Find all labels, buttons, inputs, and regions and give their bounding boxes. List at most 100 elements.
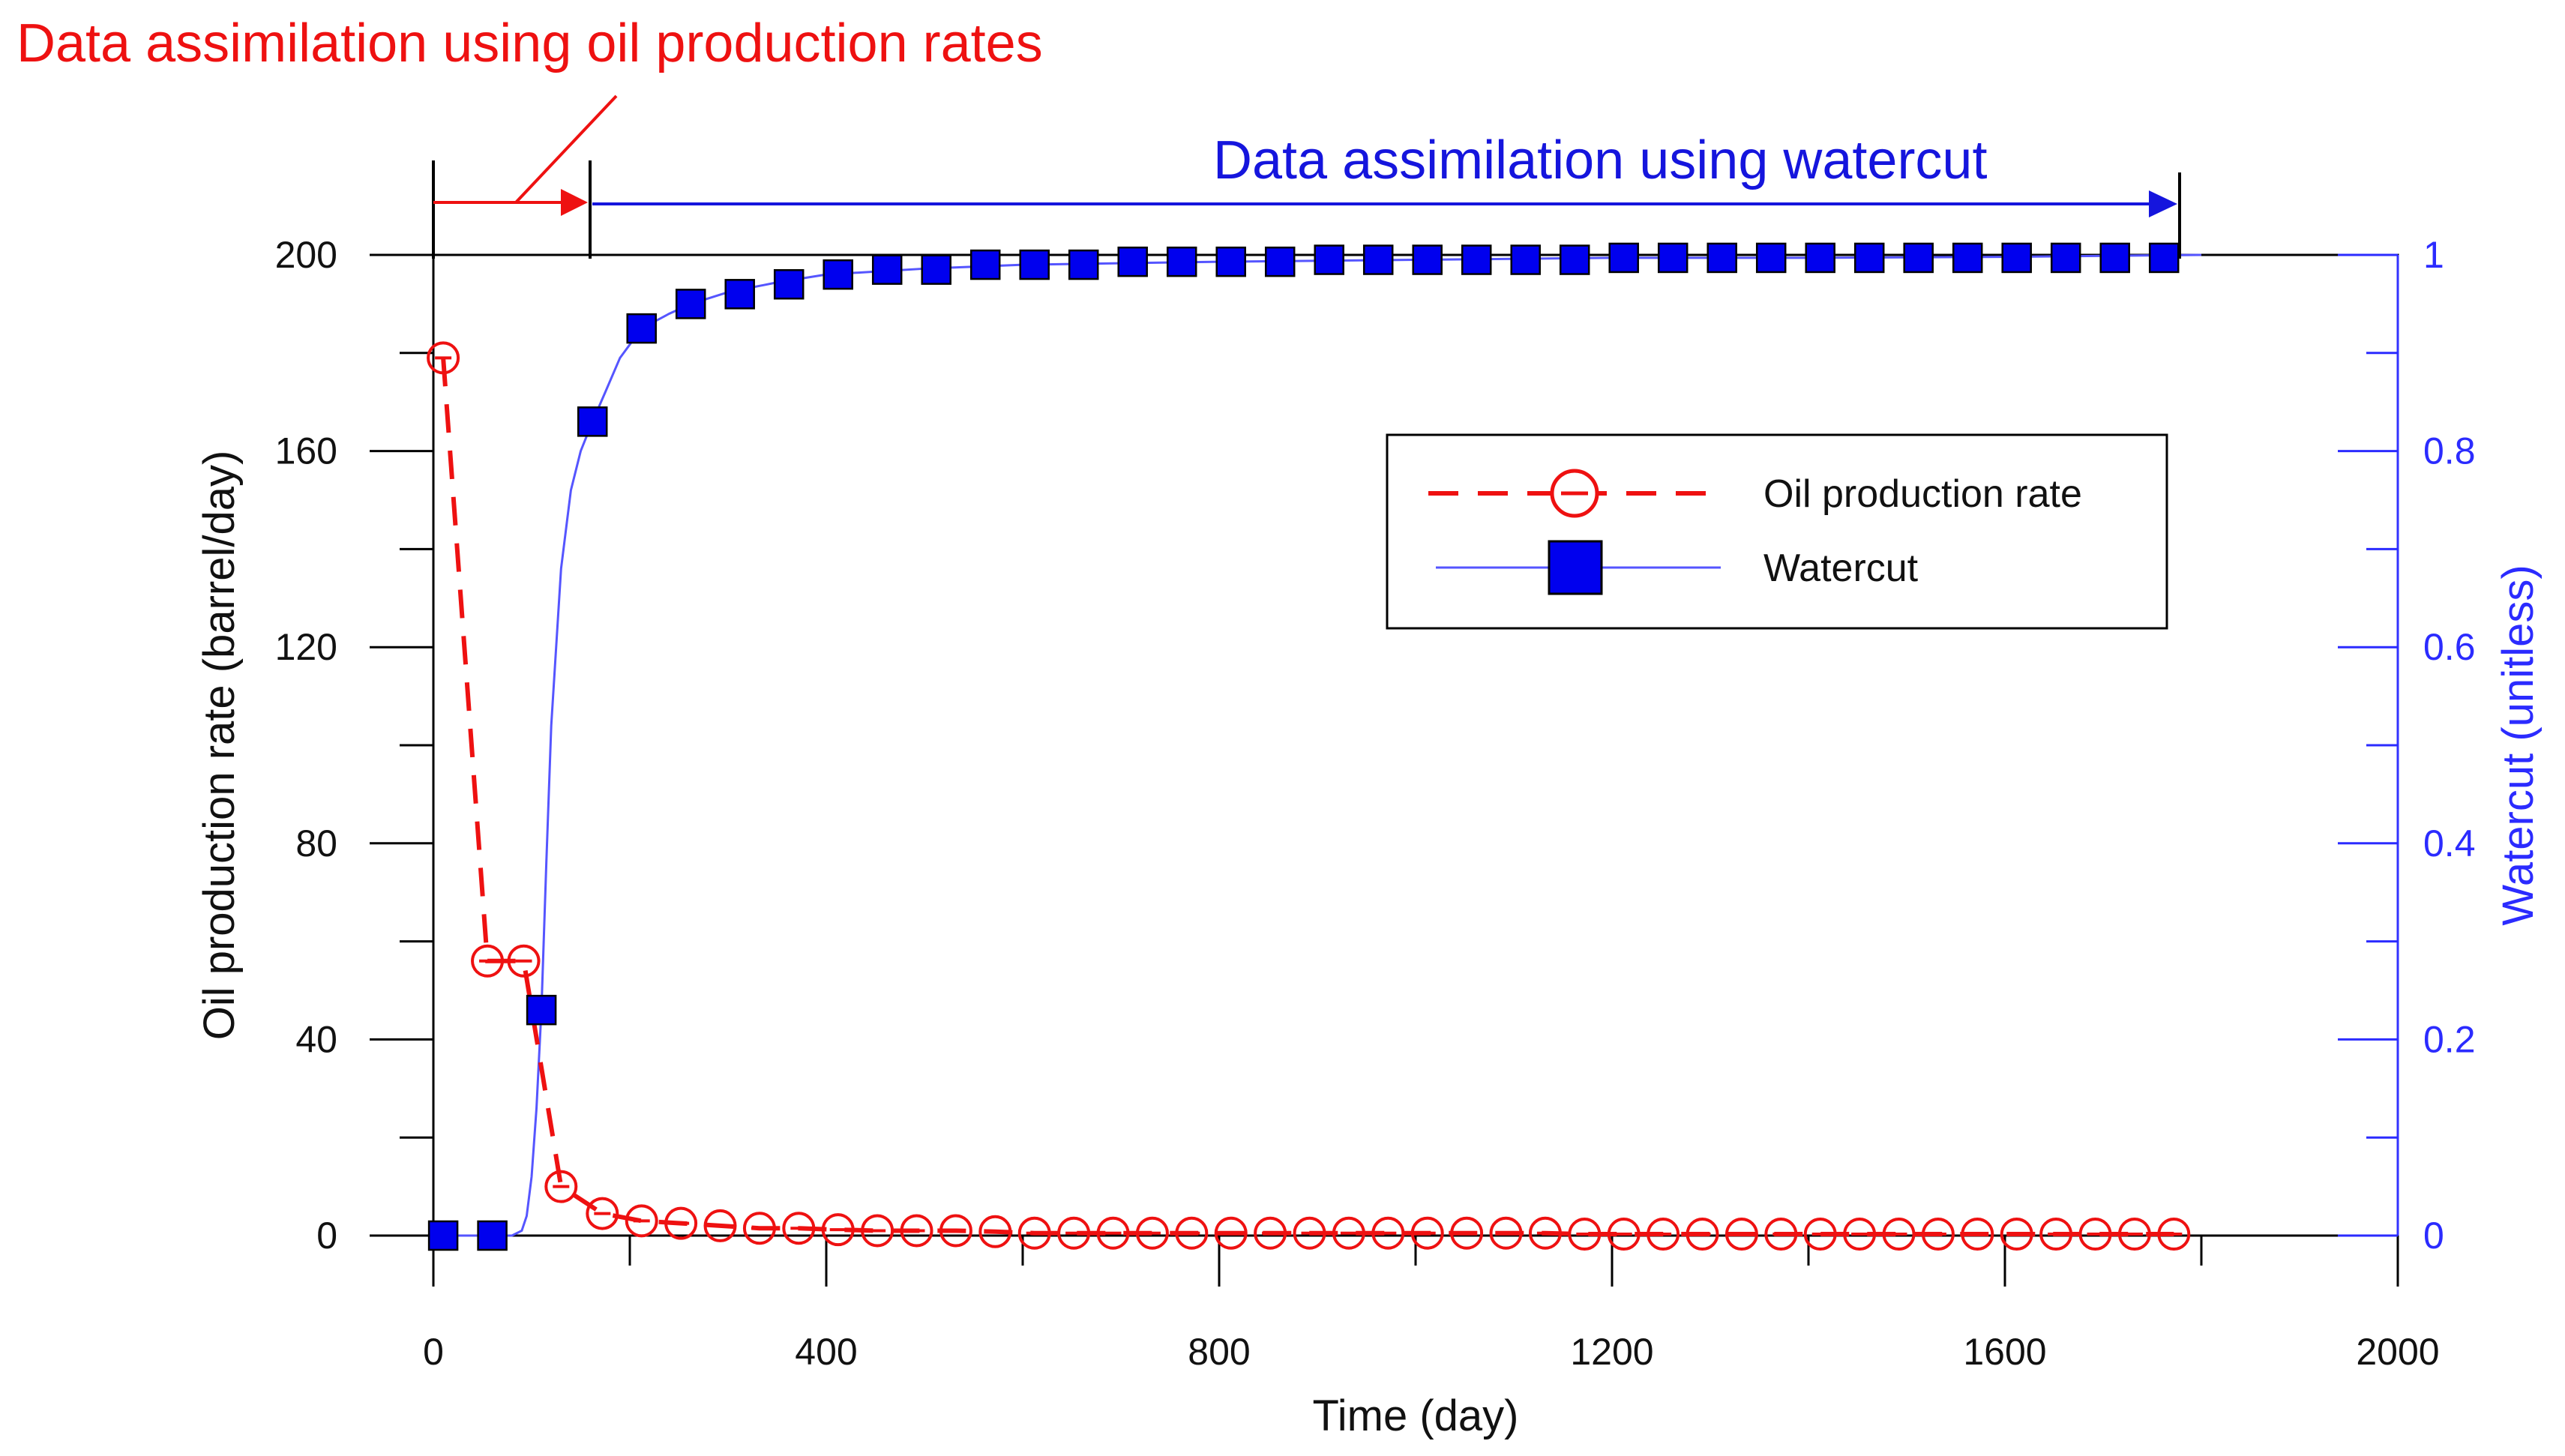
oil-point: [939, 1214, 972, 1248]
oil-point-circle: [782, 1212, 816, 1245]
oil-point-circle: [2157, 1218, 2191, 1251]
x-tick-label: 0: [423, 1331, 444, 1373]
oil-point-circle: [2039, 1218, 2073, 1251]
y-tick-label: 200: [275, 234, 337, 276]
oil-point: [664, 1206, 698, 1240]
oil-point-circle: [1568, 1218, 1602, 1251]
oil-point-circle: [1214, 1216, 1248, 1250]
watercut-point: [1412, 244, 1443, 275]
y-tick-label: 40: [295, 1018, 337, 1060]
oil-point-circle: [1254, 1216, 1287, 1250]
oil-point: [586, 1197, 619, 1230]
oil-point-circle: [507, 944, 541, 978]
oil-point-circle: [1882, 1218, 1916, 1251]
oil-point: [1293, 1216, 1326, 1250]
watercut-point: [1068, 249, 1099, 280]
oil-point-circle: [1686, 1218, 1719, 1251]
oil-point: [1410, 1216, 1444, 1250]
oil-point: [742, 1212, 776, 1245]
oil-point: [2039, 1218, 2073, 1251]
oil-point: [625, 1204, 658, 1238]
oil-point: [900, 1214, 933, 1248]
oil-point: [2157, 1218, 2191, 1251]
y-axis-right-label: Watercut (unitless): [2494, 565, 2543, 925]
oil-point-circle: [544, 1170, 578, 1203]
x-tick-label: 1200: [1570, 1331, 1653, 1373]
oil-point: [1764, 1218, 1798, 1251]
watercut-point: [1853, 242, 1885, 274]
x-tick-label: 2000: [2356, 1331, 2439, 1373]
watercut-span-arrowhead: [2149, 190, 2177, 217]
oil-point-circle: [1607, 1218, 1641, 1251]
oil-point-circle: [2000, 1218, 2033, 1251]
oil-point: [1724, 1218, 1758, 1251]
oil-point-circle: [625, 1204, 658, 1238]
oil-point: [1057, 1216, 1091, 1250]
watercut-point: [871, 254, 903, 285]
oil-point-circle: [1450, 1216, 1484, 1250]
watercut-point: [1608, 242, 1639, 274]
oil-point: [1135, 1216, 1169, 1250]
watercut-point: [1510, 244, 1541, 275]
oil-point-circle: [1528, 1216, 1562, 1250]
oil-point-circle: [1724, 1218, 1758, 1251]
oil-point-circle: [1803, 1218, 1837, 1251]
watercut-point: [969, 249, 1001, 280]
watercut-point: [2050, 242, 2081, 274]
watercut-point: [1019, 249, 1050, 280]
oil-point-circle: [2117, 1218, 2151, 1251]
oil-point: [2000, 1218, 2033, 1251]
oil-point-circle: [2078, 1218, 2112, 1251]
watercut-point: [2099, 242, 2130, 274]
oil-point-circle: [1332, 1216, 1365, 1250]
oil-point: [1096, 1216, 1130, 1250]
y-right-tick-label: 0.4: [2423, 822, 2476, 864]
oil-production-series: [427, 341, 2191, 1251]
oil-point: [1214, 1216, 1248, 1250]
legend: Oil production rate Watercut: [1386, 433, 2168, 630]
oil-point-circle: [1764, 1218, 1798, 1251]
watercut-point: [626, 313, 657, 344]
legend-watercut-label: Watercut: [1763, 547, 1919, 590]
x-tick-label: 400: [795, 1331, 857, 1373]
watercut-point: [1362, 244, 1394, 275]
y-tick-label: 80: [295, 822, 337, 864]
watercut-point: [427, 1220, 459, 1251]
plot-frame: [432, 253, 2399, 1237]
legend-watercut-marker: [1548, 540, 1603, 595]
oil-point-circle: [1057, 1216, 1091, 1250]
watercut-curve-line: [433, 253, 2202, 1237]
oil-point-circle: [471, 944, 505, 978]
oil-point: [703, 1209, 737, 1242]
oil-point-circle: [586, 1197, 619, 1230]
y-right-tick-label: 1: [2423, 234, 2444, 276]
oil-point: [544, 1170, 578, 1203]
y-tick-label: 120: [275, 626, 337, 668]
oil-point: [821, 1213, 855, 1247]
y-right-tick-label: 0: [2423, 1215, 2444, 1257]
oil-point: [1882, 1218, 1916, 1251]
oil-point-circle: [742, 1212, 776, 1245]
watercut-point: [675, 289, 706, 319]
y-right-tick-label: 0.8: [2423, 430, 2476, 472]
oil-point: [427, 341, 460, 375]
oil-point: [1017, 1216, 1051, 1250]
oil-point: [2117, 1218, 2151, 1251]
axis-ticks: [370, 253, 2399, 1287]
watercut-point: [577, 406, 608, 437]
watercut-point: [1264, 246, 1296, 277]
oil-point: [1332, 1216, 1365, 1250]
y-right-tick-label: 0.6: [2423, 626, 2476, 668]
oil-point: [1686, 1218, 1719, 1251]
y-right-tick-label: 0.2: [2423, 1018, 2476, 1060]
y-tick-label: 0: [316, 1215, 337, 1257]
oil-point-circle: [1410, 1216, 1444, 1250]
watercut-point: [1903, 242, 1934, 274]
oil-point: [471, 944, 505, 978]
watercut-point: [1559, 244, 1590, 275]
watercut-point: [1461, 244, 1492, 275]
watercut-point: [1952, 242, 1983, 274]
oil-point-circle: [1096, 1216, 1130, 1250]
oil-point-circle: [1961, 1218, 1994, 1251]
